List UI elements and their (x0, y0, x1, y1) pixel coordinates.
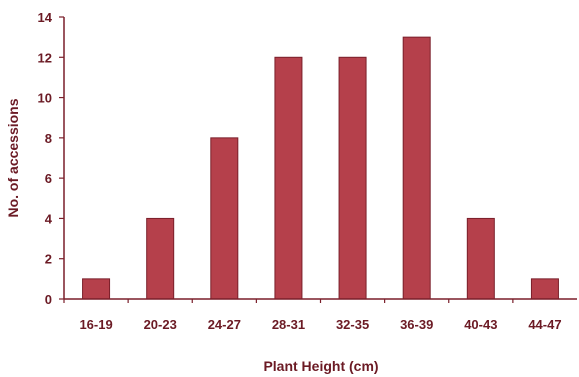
y-tick-label: 0 (45, 292, 52, 307)
x-tick-label: 36-39 (400, 317, 433, 332)
bar-32-35 (338, 56, 367, 300)
x-tick-label: 24-27 (208, 317, 241, 332)
bar-36-39 (402, 36, 431, 300)
y-axis-title: No. of accessions (5, 98, 21, 217)
bar-40-43 (466, 217, 495, 300)
bars (82, 36, 559, 300)
x-axis-ticks: 16-19 20-23 24-27 28-31 32-35 36-39 40-43 44-47 (63, 299, 562, 332)
y-tick-label: 10 (38, 91, 52, 106)
x-axis-title: Plant Height (cm) (263, 358, 378, 374)
x-tick-label: 32-35 (336, 317, 369, 332)
bar-24-27 (210, 137, 239, 300)
bar-20-23 (146, 217, 175, 300)
x-tick-label: 20-23 (144, 317, 177, 332)
y-tick-label: 4 (45, 211, 53, 226)
y-tick-label: 12 (38, 50, 52, 65)
y-tick-label: 14 (38, 10, 53, 25)
bar-28-31 (274, 56, 303, 300)
y-tick-label: 8 (45, 131, 52, 146)
bar-44-47 (530, 278, 559, 300)
x-tick-label: 40-43 (464, 317, 497, 332)
y-tick-label: 2 (45, 252, 52, 267)
x-tick-label: 28-31 (272, 317, 305, 332)
x-tick-label: 44-47 (528, 317, 561, 332)
y-axis-ticks: 0 2 4 6 8 10 12 14 (38, 10, 64, 307)
x-tick-label: 16-19 (79, 317, 112, 332)
bar-16-19 (82, 278, 111, 300)
y-tick-label: 6 (45, 171, 52, 186)
